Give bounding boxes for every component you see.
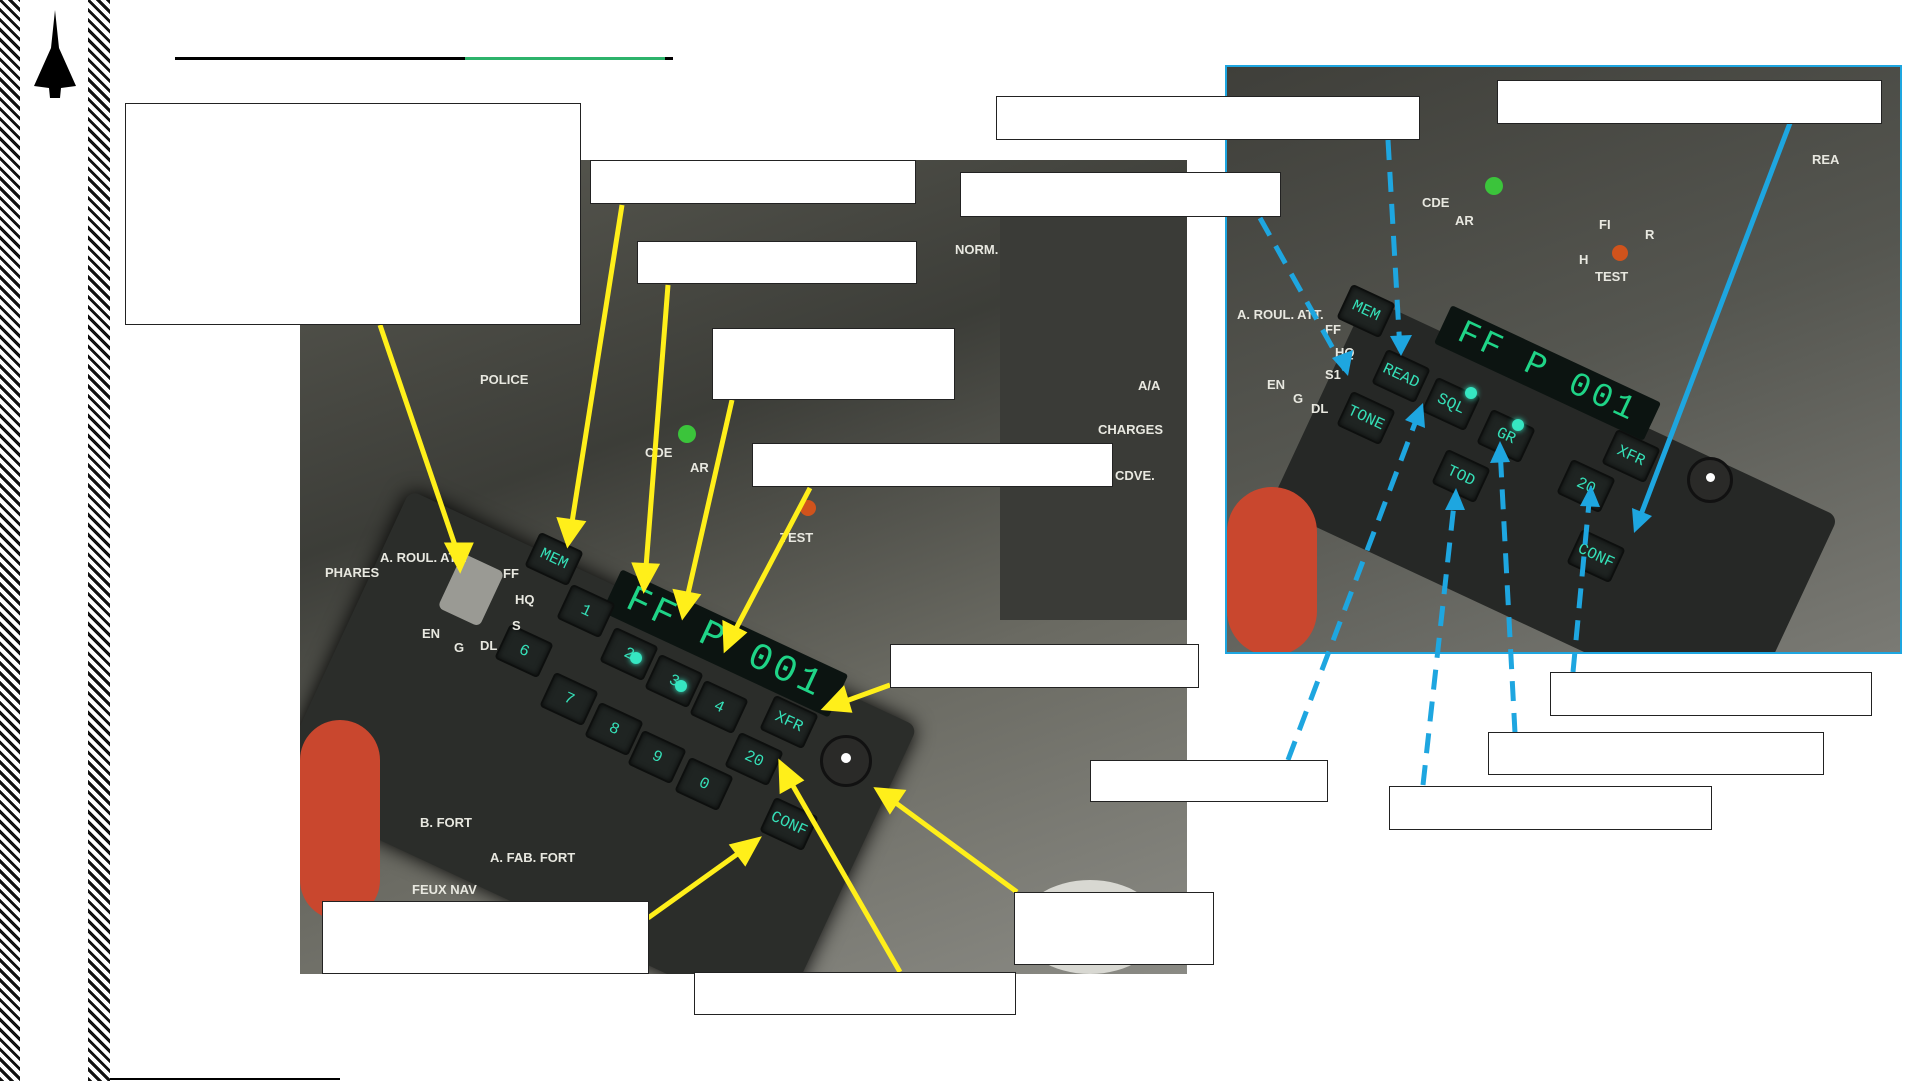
left-border-bar: [0, 0, 20, 1081]
label-ar: AR: [690, 460, 709, 475]
label-dl: DL: [480, 638, 498, 653]
label-ff: FF: [503, 566, 519, 581]
callout-box-middle: [960, 172, 1281, 217]
title-underline-dark: [175, 57, 465, 60]
title-underline-end: [665, 57, 673, 60]
label-norm: NORM.: [955, 242, 999, 257]
inset-label-g: G: [1293, 391, 1304, 406]
inset-orange-light: [1612, 245, 1628, 261]
callout-box-description: [125, 103, 581, 325]
callout-box-conf: [322, 901, 649, 974]
callout-box-display-mode: [637, 241, 917, 284]
callout-box-inset-gr: [1488, 732, 1824, 775]
selector-knob[interactable]: [820, 735, 872, 787]
inset-green-light: [1485, 177, 1503, 195]
label-phares: PHARES: [325, 565, 380, 580]
label-aa: A/A: [1138, 378, 1161, 393]
inset-label-s1: S1: [1325, 367, 1341, 382]
inset-selector-knob[interactable]: [1687, 457, 1733, 503]
label-charges: CHARGES: [1098, 422, 1164, 437]
inset-sql-indicator: [1465, 387, 1477, 399]
inset-label-rea: REA: [1812, 152, 1840, 167]
inset-label-h: H: [1579, 252, 1589, 267]
label-hq: HQ: [515, 592, 535, 607]
title-underline-green: [465, 57, 665, 60]
inset-label-test: TEST: [1595, 269, 1629, 284]
delta-wing-jet-icon: [30, 8, 80, 103]
inset-label-dl: DL: [1311, 401, 1329, 416]
key-2-indicator: [630, 652, 642, 664]
callout-box-top-middle: [996, 96, 1420, 140]
label-b-fort: B. FORT: [420, 815, 472, 830]
inset-label-ff: FF: [1325, 322, 1341, 337]
red-knob: [300, 720, 380, 920]
callout-box-display-channel: [752, 443, 1113, 487]
green-indicator-light: [678, 425, 696, 443]
callout-box-inset-20: [1550, 672, 1872, 716]
left-border-bar-inner: [88, 0, 110, 1081]
inset-label-r: R: [1645, 227, 1655, 242]
inset-label-cde: CDE: [1422, 195, 1450, 210]
callout-box-inset-conf: [1497, 80, 1882, 124]
label-cdve: CDVE.: [1115, 468, 1155, 483]
inset-label-fi: FI: [1599, 217, 1611, 232]
instrument-block: [1000, 200, 1187, 620]
label-g: G: [454, 640, 465, 655]
callout-box-display-channel-type: [712, 328, 955, 400]
label-feux-nav: FEUX NAV: [412, 882, 477, 897]
footer-line: [110, 1078, 340, 1080]
callout-box-20: [694, 972, 1016, 1015]
key-3-indicator: [675, 680, 687, 692]
label-en: EN: [422, 626, 441, 641]
inset-label-en: EN: [1267, 377, 1286, 392]
label-s: S: [512, 618, 521, 633]
label-cde: CDE: [645, 445, 673, 460]
callout-box-knob: [1014, 892, 1214, 965]
label-a-fab-fort: A. FAB. FORT: [490, 850, 576, 865]
label-a-roul-att: A. ROUL. ATT.: [380, 550, 467, 565]
inset-label-ar: AR: [1455, 213, 1474, 228]
callout-box-inset-tone: [1090, 760, 1328, 802]
callout-box-inset-tod: [1389, 786, 1712, 830]
inset-label-a-roul-att: A. ROUL. ATT.: [1237, 307, 1324, 322]
callout-box-mem: [590, 160, 916, 204]
callout-box-xfr: [890, 644, 1199, 688]
inset-gr-indicator: [1512, 419, 1524, 431]
label-police: POLICE: [480, 372, 529, 387]
inset-red-knob: [1227, 487, 1317, 652]
